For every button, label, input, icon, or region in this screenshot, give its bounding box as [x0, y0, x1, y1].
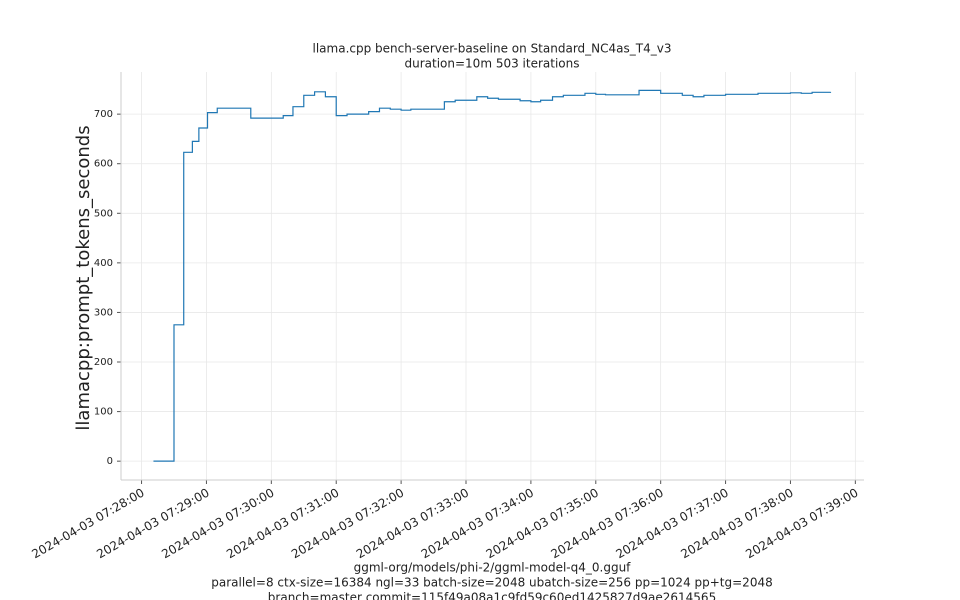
y-tick-label: 700	[94, 109, 113, 120]
footer-line: ggml-org/models/phi-2/ggml-model-q4_0.gg…	[354, 561, 632, 575]
x-tick-label: 2024-04-03 07:30:00	[159, 486, 276, 562]
x-tick-label: 2024-04-03 07:36:00	[549, 486, 666, 562]
y-tick-label: 600	[94, 159, 113, 170]
x-tick-label: 2024-04-03 07:34:00	[419, 486, 536, 562]
y-tick-label: 200	[94, 357, 113, 368]
x-tick-label: 2024-04-03 07:38:00	[678, 486, 795, 562]
footer-line: branch=master commit=115f49a08a1c9fd59c6…	[268, 591, 716, 600]
x-tick-label: 2024-04-03 07:29:00	[94, 486, 211, 562]
x-tick-label: 2024-04-03 07:28:00	[29, 486, 146, 562]
chart-title: llama.cpp bench-server-baseline on Stand…	[313, 42, 672, 56]
data-line	[153, 89, 832, 462]
y-tick-label: 300	[94, 307, 113, 318]
footer-line: parallel=8 ctx-size=16384 ngl=33 batch-s…	[211, 576, 772, 590]
x-tick-label: 2024-04-03 07:35:00	[484, 486, 601, 562]
y-tick-label: 100	[94, 407, 113, 418]
x-tick-label: 2024-04-03 07:33:00	[354, 486, 471, 562]
x-tick-label: 2024-04-03 07:32:00	[289, 486, 406, 562]
y-tick-label: 400	[94, 258, 113, 269]
chart-subtitle: duration=10m 503 iterations	[405, 57, 580, 71]
y-axis-label: llamacpp:prompt_tokens_seconds	[73, 125, 94, 430]
x-tick-label: 2024-04-03 07:37:00	[613, 486, 730, 562]
x-tick-label: 2024-04-03 07:31:00	[224, 486, 341, 562]
y-tick-label: 500	[94, 208, 113, 219]
x-tick-label: 2024-04-03 07:39:00	[743, 486, 860, 562]
y-tick-label: 0	[107, 456, 113, 467]
